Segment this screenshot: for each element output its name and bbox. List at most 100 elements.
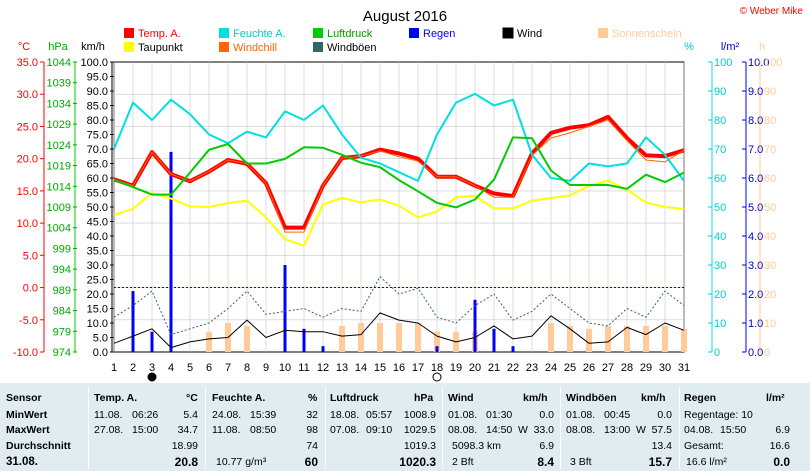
- humidity-tick-3: 70: [714, 144, 726, 156]
- rain-tick-2: 8.0: [748, 115, 763, 127]
- wind-tick-13: 35.0: [87, 246, 108, 258]
- wind-tick-10: 50.0: [87, 202, 108, 214]
- wind-tick-7: 65.0: [87, 159, 108, 171]
- min-press-val: 1008.9: [403, 409, 436, 421]
- wind-tick-3: 85.0: [87, 101, 108, 113]
- sun-tick-10: 0: [764, 347, 770, 359]
- max-wind-time: 14:50: [486, 424, 513, 436]
- wind-tick-20: 0.0: [93, 347, 108, 359]
- rain-bar-3: [150, 331, 154, 352]
- wind-tick-4: 80.0: [87, 115, 108, 127]
- series-wind: [113, 312, 685, 349]
- avg-wind-val: 6.9: [539, 440, 554, 452]
- sun-tick-8: 20: [764, 289, 776, 301]
- pressure-tick-0: 1044: [47, 57, 71, 69]
- sun-bar-15: [377, 323, 383, 352]
- wind-tick-14: 30.0: [87, 260, 108, 272]
- temp-tick-8: -5.0: [19, 315, 38, 327]
- rain-bar-4: [169, 151, 173, 352]
- today-wind-val: 8.4: [537, 455, 554, 469]
- pressure-tick-8: 1004: [47, 223, 71, 235]
- x-label-31: 31: [678, 362, 690, 374]
- sun-bar-26: [586, 328, 592, 352]
- max-press-time: 09:10: [366, 424, 393, 436]
- humidity-tick-6: 40: [714, 231, 726, 243]
- humidity-tick-10: 0: [714, 347, 720, 359]
- legend-swatch-8: [313, 42, 323, 52]
- legend-swatch-0: [124, 28, 134, 38]
- wind-tick-9: 55.0: [87, 188, 108, 200]
- x-label-9: 9: [263, 362, 269, 374]
- x-label-8: 8: [244, 362, 250, 374]
- x-label-19: 19: [450, 362, 462, 374]
- x-label-23: 23: [526, 362, 538, 374]
- pressure-tick-11: 989: [53, 285, 71, 297]
- max-gust-val: 57.5: [651, 424, 672, 436]
- wind-tick-6: 70.0: [87, 144, 108, 156]
- today-gust-bft: 3 Bft: [570, 456, 592, 468]
- x-label-13: 13: [336, 362, 348, 374]
- legend-swatch-2: [313, 28, 323, 38]
- x-label-29: 29: [640, 362, 652, 374]
- sun-tick-1: 90: [764, 86, 776, 98]
- sun-bar-27: [605, 325, 611, 352]
- max-wind-val: 33.0: [533, 424, 554, 436]
- min-rain-label: Regentage: 10: [684, 409, 753, 421]
- wind-tick-5: 75.0: [87, 130, 108, 142]
- humidity-tick-9: 10: [714, 318, 726, 330]
- x-label-2: 2: [130, 362, 136, 374]
- max-hum-val: 98: [306, 424, 318, 436]
- rain-tick-9: 1.0: [748, 318, 763, 330]
- avg-temp-val: 18.99: [171, 440, 198, 452]
- wind-tick-2: 90.0: [87, 86, 108, 98]
- legend-swatch-5: [598, 28, 608, 38]
- sun-bar-30: [662, 325, 668, 352]
- sun-bar-18: [434, 331, 440, 352]
- sun-tick-4: 60: [764, 173, 776, 185]
- sun-bar-6: [206, 331, 212, 352]
- row-today-label: 31.08.: [6, 456, 38, 468]
- hdr-sensor: Sensor: [6, 392, 42, 404]
- min-press-date: 18.08.: [330, 409, 360, 421]
- sun-tick-7: 30: [764, 260, 776, 272]
- max-wind-date: 08.08.: [448, 424, 478, 436]
- axis-unit-sun: h: [759, 41, 765, 53]
- sun-bar-14: [358, 323, 364, 352]
- max-press-date: 07.08.: [330, 424, 360, 436]
- sun-tick-3: 70: [764, 144, 776, 156]
- rain-bar-18: [435, 346, 439, 352]
- today-rain-val: 0.0: [773, 455, 790, 469]
- x-label-17: 17: [412, 362, 424, 374]
- legend-swatch-4: [502, 27, 514, 39]
- sun-bar-17: [415, 323, 421, 352]
- hdr-wind-unit: km/h: [523, 392, 548, 404]
- legend-label-4: Wind: [517, 28, 542, 40]
- x-label-15: 15: [374, 362, 386, 374]
- sun-tick-9: 10: [764, 318, 776, 330]
- wind-tick-19: 5.0: [93, 333, 108, 345]
- rain-tick-8: 2.0: [748, 289, 763, 301]
- row-avg-label: Durchschnitt: [6, 440, 71, 452]
- pressure-tick-2: 1034: [47, 98, 71, 110]
- hdr-temp: Temp. A.: [94, 392, 138, 404]
- sun-bar-25: [567, 325, 573, 352]
- max-rain-date: 04.08.: [684, 424, 714, 436]
- legend-swatch-7: [219, 42, 229, 52]
- legend-label-8: Windböen: [327, 42, 377, 54]
- max-hum-time: 08:50: [250, 424, 277, 436]
- series-pressure: [113, 136, 685, 209]
- sun-bar-31: [681, 328, 687, 352]
- legend-swatch-6: [124, 42, 134, 52]
- rain-bar-22: [511, 346, 515, 352]
- temp-tick-1: 30.0: [17, 89, 38, 101]
- sun-bar-16: [396, 323, 402, 352]
- min-temp-date: 11.08.: [94, 409, 123, 421]
- min-hum-val: 32: [306, 409, 318, 421]
- humidity-tick-7: 30: [714, 260, 726, 272]
- sun-bar-28: [624, 325, 630, 352]
- rain-bar-10: [283, 265, 287, 352]
- wind-tick-18: 10.0: [87, 318, 108, 330]
- temp-tick-3: 20.0: [17, 154, 38, 166]
- humidity-tick-1: 90: [714, 86, 726, 98]
- x-label-27: 27: [602, 362, 614, 374]
